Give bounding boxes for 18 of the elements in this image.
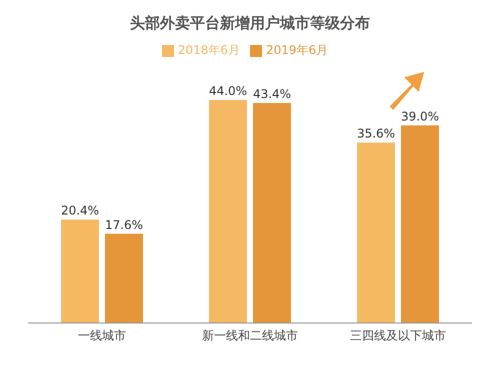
legend-label: 2019年6月 bbox=[266, 43, 328, 57]
bar bbox=[253, 103, 291, 323]
legend-label: 2018年6月 bbox=[178, 43, 240, 57]
bar bbox=[357, 142, 395, 323]
data-label: 43.4% bbox=[252, 87, 292, 102]
x-tick-label: 新一线和二线城市 bbox=[202, 328, 298, 343]
bar bbox=[105, 234, 143, 323]
data-label: 39.0% bbox=[400, 109, 440, 124]
x-tick-label: 一线城市 bbox=[78, 328, 126, 343]
bar bbox=[61, 220, 99, 323]
chart-title: 头部外卖平台新增用户城市等级分布 bbox=[129, 13, 371, 34]
x-tick-label: 三四线及以下城市 bbox=[350, 328, 446, 343]
data-label: 44.0% bbox=[208, 84, 248, 98]
data-label: 35.6% bbox=[356, 126, 396, 141]
bar bbox=[401, 125, 439, 323]
bar bbox=[209, 100, 247, 323]
data-label: 17.6% bbox=[104, 218, 144, 232]
data-label: 20.4% bbox=[60, 204, 100, 218]
